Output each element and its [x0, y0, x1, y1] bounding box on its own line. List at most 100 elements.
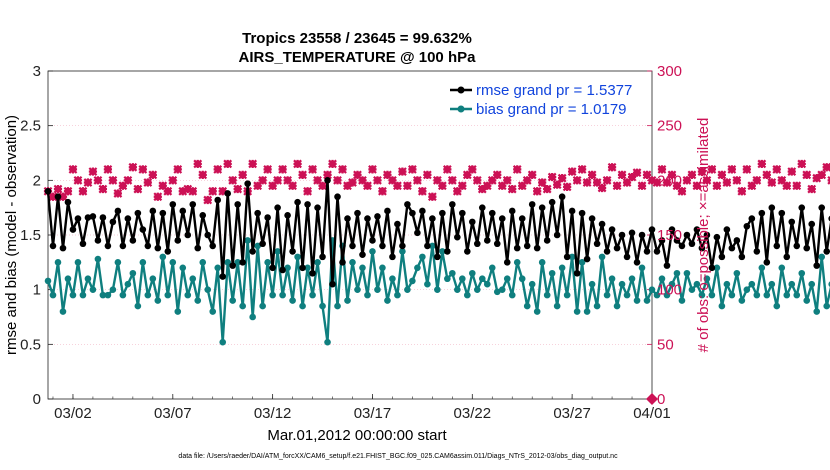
y2-tick-label: 250 — [657, 118, 682, 135]
bias-point — [224, 259, 232, 266]
rmse-point — [818, 204, 826, 211]
rmse-point — [344, 215, 351, 222]
bias-point — [608, 275, 616, 283]
legend: rmse grand pr = 1.5377 bias grand pr = 1… — [446, 74, 651, 122]
obs-assimilated-point — [692, 181, 702, 191]
obs-assimilated-point — [437, 181, 447, 191]
bias-point — [99, 291, 107, 299]
obs-assimilated-point — [228, 175, 238, 185]
obs-assimilated-point — [418, 186, 427, 196]
rmse-point — [459, 209, 466, 217]
bias-point — [498, 286, 506, 293]
obs-assimilated-point — [408, 165, 417, 174]
rmse-point — [444, 248, 451, 255]
bias-point — [434, 286, 441, 293]
bias-point — [234, 259, 241, 266]
rmse-point — [593, 240, 601, 248]
obs-assimilated-point — [552, 180, 562, 190]
bias-point — [254, 242, 261, 250]
obs-assimilated-point — [203, 195, 213, 205]
y2-axis-label: # of obs: o=possible; ×=assimilated — [695, 118, 712, 353]
bias-point — [404, 286, 411, 293]
bias-point — [114, 259, 122, 266]
bias-point — [668, 280, 676, 288]
bias-point — [374, 286, 381, 293]
rmse-point — [713, 233, 721, 241]
bias-point — [304, 264, 311, 272]
bias-point — [483, 280, 491, 288]
bias-point — [294, 253, 301, 261]
rmse-point — [384, 207, 391, 215]
bias-point — [583, 308, 591, 315]
obs-assimilated-point — [427, 192, 437, 202]
rmse-point — [284, 212, 291, 219]
rmse-point — [159, 209, 167, 217]
data-file-footnote: data file: /Users/raeder/DAI/ATM_forcXX/… — [178, 453, 618, 460]
bias-point — [364, 291, 371, 299]
obs-assimilated-point — [153, 192, 163, 202]
rmse-point — [688, 240, 696, 248]
rmse-point — [793, 242, 801, 250]
bias-point — [334, 302, 341, 310]
obs-assimilated-point — [138, 165, 148, 174]
obs-assimilated-point — [373, 175, 382, 185]
bias-point — [763, 291, 771, 299]
obs-assimilated-point — [807, 184, 817, 194]
obs-assimilated-point — [562, 182, 572, 192]
bias-point — [603, 291, 611, 299]
obs-assimilated-point — [358, 175, 367, 185]
rmse-point — [364, 215, 371, 222]
bias-point — [269, 291, 276, 299]
rmse-point — [439, 209, 446, 217]
obs-assimilated-point — [797, 159, 807, 169]
bias-point — [663, 291, 671, 299]
rmse-point — [763, 259, 771, 266]
bias-point — [813, 308, 821, 315]
rmse-point — [658, 237, 666, 244]
rmse-point — [648, 226, 656, 233]
rmse-point — [129, 237, 137, 244]
obs-assimilated-point — [602, 175, 612, 185]
rmse-point — [643, 248, 651, 255]
rmse-point — [204, 231, 212, 239]
obs-assimilated-point — [737, 186, 747, 196]
obs-assimilated-point — [652, 178, 662, 187]
bias-point — [573, 308, 581, 315]
bias-point — [54, 259, 62, 266]
obs-assimilated-point — [268, 181, 278, 191]
bias-point — [618, 280, 626, 288]
bias-point — [638, 264, 646, 272]
rmse-point — [389, 253, 396, 261]
obs-assimilated-point — [348, 178, 357, 187]
rmse-point — [473, 240, 481, 248]
bias-point — [773, 302, 781, 310]
bias-point — [179, 264, 187, 272]
rmse-point — [419, 207, 426, 215]
obs-assimilated-point — [78, 186, 88, 196]
obs-assimilated-point — [263, 165, 273, 174]
y2-tick-label: 100 — [657, 282, 682, 299]
obs-assimilated-point — [777, 175, 787, 185]
rmse-point — [189, 201, 197, 208]
bias-point — [79, 291, 87, 299]
bias-point — [733, 269, 741, 277]
rmse-point — [224, 190, 232, 197]
rmse-point — [394, 220, 401, 228]
y-tick-labels: 0 0.5 1 1.5 2 2.5 3 — [20, 63, 41, 408]
rmse-point — [114, 207, 122, 215]
rmse-point — [638, 231, 646, 239]
obs-assimilated-point — [492, 170, 502, 180]
rmse-point — [214, 196, 222, 204]
bias-point — [139, 259, 147, 266]
bias-point — [144, 291, 152, 299]
bias-point — [538, 259, 546, 266]
obs-assimilated-point — [482, 181, 492, 191]
obs-assimilated-point — [158, 181, 168, 191]
obs-assimilated-point — [363, 181, 372, 191]
bias-point — [369, 248, 376, 255]
bias-point — [249, 313, 256, 321]
obs-assimilated-point — [442, 165, 452, 174]
bias-point — [124, 280, 132, 288]
bias-point — [593, 302, 601, 310]
obs-assimilated-point — [517, 181, 527, 191]
